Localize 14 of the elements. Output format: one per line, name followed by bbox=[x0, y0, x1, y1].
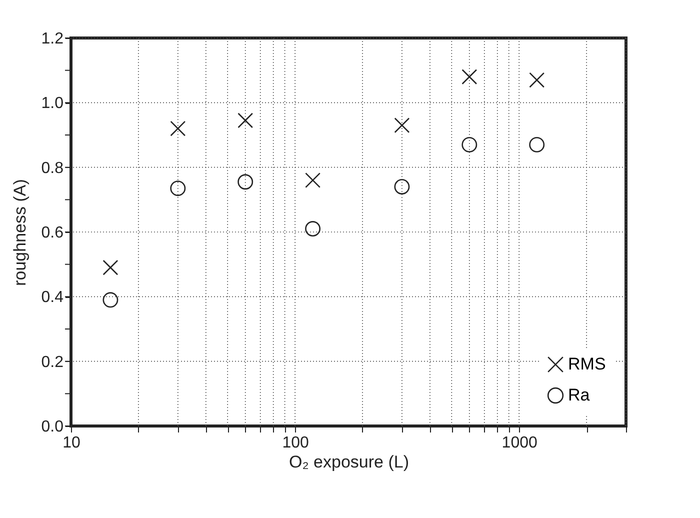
y-axis-title: roughness (A) bbox=[10, 179, 30, 286]
y-tick-label: 0.0 bbox=[41, 418, 64, 436]
legend-label: RMS bbox=[568, 354, 606, 374]
y-tick-label: 0.6 bbox=[41, 224, 64, 242]
y-tick-label: 0.2 bbox=[41, 354, 64, 371]
y-tick-label: 0.4 bbox=[41, 289, 64, 306]
x-tick-label: 1000 bbox=[502, 434, 538, 452]
y-tick-label: 1.0 bbox=[41, 95, 64, 112]
x-tick-label: 10 bbox=[62, 434, 80, 452]
x-axis-title: O₂ exposure (L) bbox=[289, 452, 409, 472]
y-tick-label: 0.8 bbox=[41, 160, 64, 177]
legend-label: Ra bbox=[568, 386, 590, 404]
y-tick-label: 1.2 bbox=[41, 30, 64, 48]
x-tick-label: 100 bbox=[282, 434, 309, 452]
